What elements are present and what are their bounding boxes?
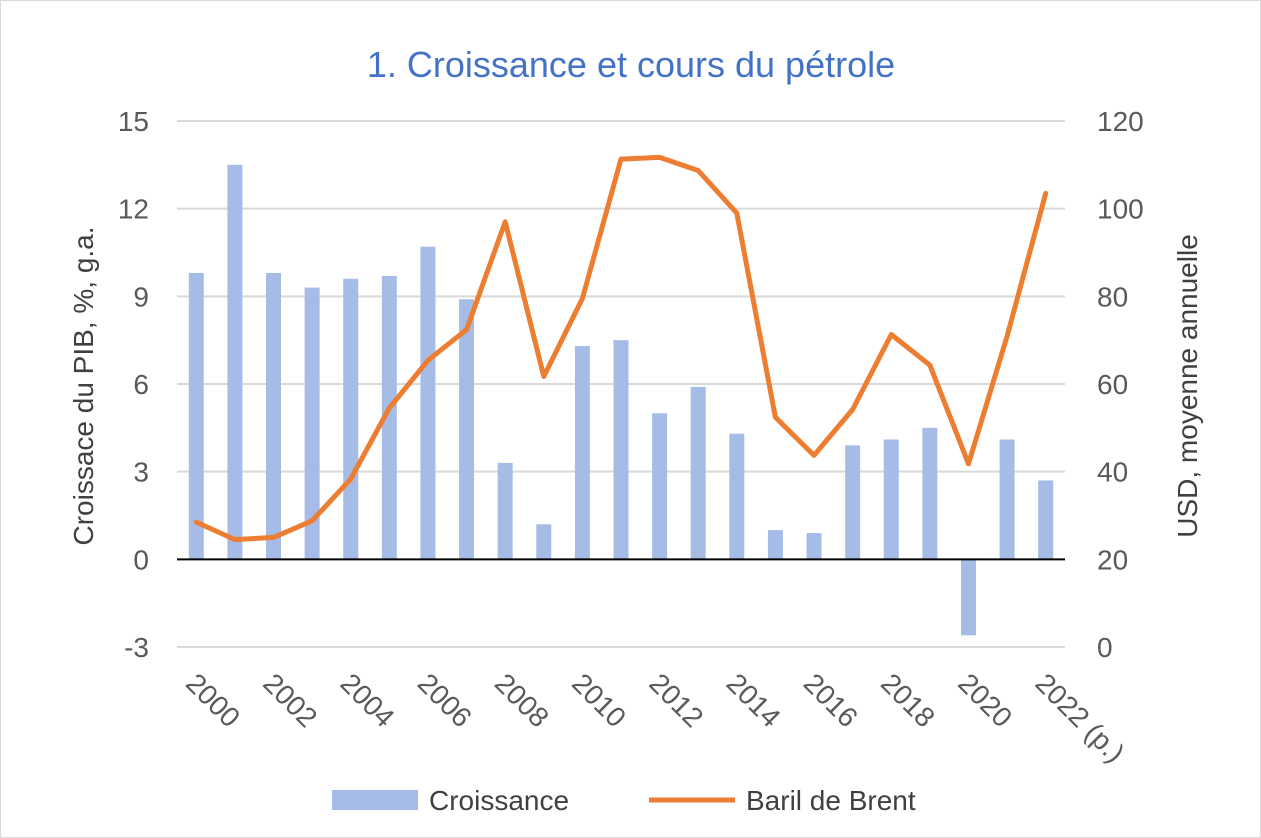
bar-croissance-2015 [767, 530, 783, 560]
right-axis-ticks: 0 20 40 60 80 100 120 [1097, 106, 1144, 663]
right-tick-label: 100 [1097, 194, 1144, 225]
bar-croissance-2000 [188, 272, 204, 560]
x-tick-label: 2014 [721, 667, 787, 733]
x-tick-label: 2022 (p.) [1029, 667, 1130, 768]
bar-croissance-2004 [343, 278, 359, 560]
left-tick-label: 0 [133, 544, 149, 575]
bars-croissance [188, 164, 1054, 636]
left-tick-label: 9 [133, 281, 149, 312]
x-tick-label: 2006 [412, 667, 478, 733]
right-tick-label: 120 [1097, 106, 1144, 137]
bar-croissance-2005 [381, 275, 397, 560]
bar-croissance-2018 [883, 439, 899, 560]
bar-croissance-2006 [420, 246, 436, 560]
legend-label-baril-de-brent: Baril de Brent [746, 785, 916, 816]
x-tick-label: 2000 [180, 667, 246, 733]
right-tick-label: 0 [1097, 632, 1113, 663]
bar-croissance-2013 [690, 386, 706, 560]
x-tick-label: 2010 [566, 667, 632, 733]
x-tick-label: 2002 [257, 667, 323, 733]
left-tick-label: 3 [133, 457, 149, 488]
bar-croissance-2001 [227, 164, 243, 560]
chart-title: 1. Croissance et cours du pétrole [367, 44, 895, 85]
bar-croissance-2019 [922, 427, 938, 560]
right-tick-label: 80 [1097, 281, 1128, 312]
left-axis-ticks: -3 0 3 6 9 12 15 [118, 106, 149, 663]
bar-croissance-2017 [845, 445, 861, 560]
bar-croissance-2022 (p.) [1038, 480, 1054, 560]
right-tick-label: 20 [1097, 544, 1128, 575]
bar-croissance-2011 [613, 340, 629, 560]
legend-swatch-croissance [332, 790, 418, 810]
bar-croissance-2010 [574, 346, 590, 560]
x-tick-label: 2016 [798, 667, 864, 733]
left-tick-label: 12 [118, 194, 149, 225]
bar-croissance-2014 [729, 433, 745, 560]
left-tick-label: 15 [118, 106, 149, 137]
left-tick-label: -3 [124, 632, 149, 663]
bar-croissance-2008 [497, 462, 513, 560]
bar-croissance-2012 [652, 413, 668, 560]
line-baril-de-brent [193, 154, 1049, 543]
bar-croissance-2021 [999, 439, 1015, 560]
legend: Croissance Baril de Brent [332, 785, 916, 816]
bar-croissance-2009 [536, 524, 552, 560]
bar-croissance-2016 [806, 533, 822, 560]
legend-label-croissance: Croissance [429, 785, 569, 816]
bar-croissance-2003 [304, 287, 320, 560]
right-axis-label: USD, moyenne annuelle [1172, 234, 1203, 538]
x-tick-label: 2012 [643, 667, 709, 733]
bar-croissance-2002 [266, 272, 282, 560]
right-tick-label: 60 [1097, 369, 1128, 400]
x-tick-label: 2004 [334, 667, 400, 733]
right-tick-label: 40 [1097, 457, 1128, 488]
bar-croissance-2020 [960, 559, 976, 636]
x-tick-label: 2008 [489, 667, 555, 733]
left-tick-label: 6 [133, 369, 149, 400]
left-axis-label: Croissace du PIB, %, g.a. [68, 226, 99, 545]
x-tick-label: 2020 [952, 667, 1018, 733]
bar-croissance-2007 [459, 299, 475, 560]
x-axis-ticks: 2000 2002 2004 2006 2008 2010 2012 2014 2016 2018… [180, 667, 1131, 768]
x-tick-label: 2018 [875, 667, 941, 733]
